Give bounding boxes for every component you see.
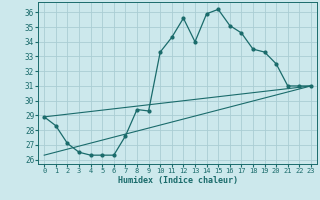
X-axis label: Humidex (Indice chaleur): Humidex (Indice chaleur) xyxy=(118,176,238,185)
